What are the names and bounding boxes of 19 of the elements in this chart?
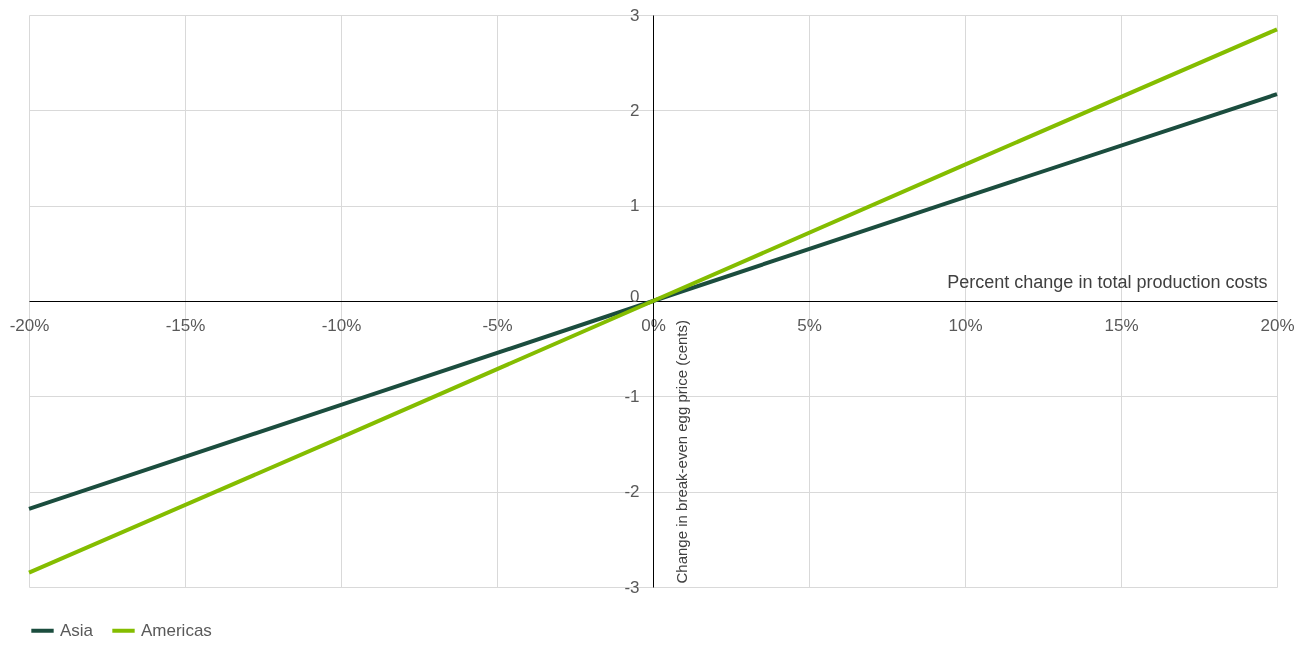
x-tick-label: 15% <box>1104 315 1139 335</box>
y-tick-label: 2 <box>630 100 640 120</box>
x-tick-label: 5% <box>797 315 822 335</box>
y-tick-label: 1 <box>630 196 640 216</box>
x-tick-label: -10% <box>321 315 362 335</box>
legend-label: Americas <box>141 620 212 640</box>
y-tick-label: 0 <box>630 286 640 306</box>
y-axis-title: Change in break-even egg price (cents) <box>672 320 690 584</box>
x-tick-label: 20% <box>1260 315 1295 335</box>
x-tick-label: 10% <box>948 315 983 335</box>
legend-label: Asia <box>60 620 94 640</box>
y-tick-label: -1 <box>624 386 640 406</box>
x-tick-label: -5% <box>482 315 513 335</box>
x-axis-title: Percent change in total production costs <box>947 271 1268 292</box>
x-tick-label: -20% <box>9 315 50 335</box>
y-tick-label: -3 <box>624 577 640 597</box>
y-tick-label: -2 <box>624 482 640 502</box>
y-tick-label: 3 <box>630 5 640 25</box>
x-tick-label: -15% <box>165 315 206 335</box>
